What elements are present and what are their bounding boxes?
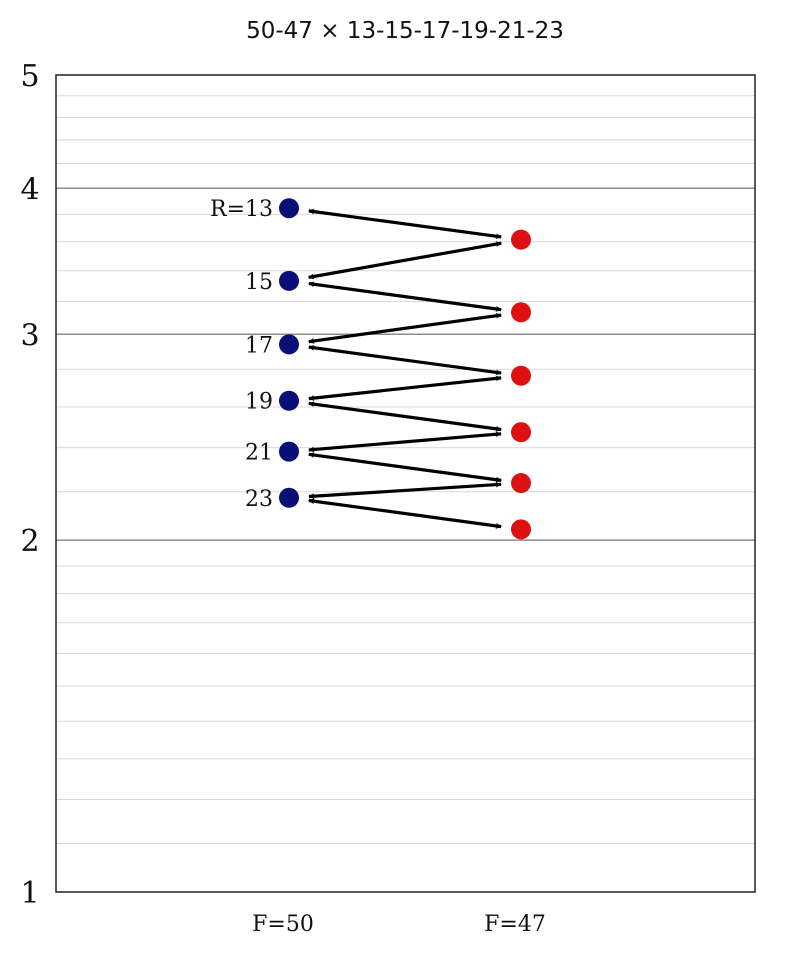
shift-arrow [308,344,502,376]
x-tick-label: F=47 [484,912,546,937]
shift-arrow [308,241,502,280]
cog-label: 21 [245,441,273,466]
chainring-47-point [511,519,531,540]
chainring-50-point [279,334,299,355]
cog-label: 19 [245,390,273,415]
shift-arrow [308,431,502,453]
cog-label: 17 [245,333,273,358]
shift-arrow [308,481,502,500]
shift-arrow [308,208,502,240]
y-axis-ticks: 1 2 3 4 5 [20,59,39,911]
chainring-47-point [511,302,531,323]
shift-arrow [308,401,502,432]
chainring-47-point [511,365,531,386]
shift-arrow [308,498,502,529]
x-tick-label: F=50 [252,912,314,937]
chart-title: 50-47 × 13-15-17-19-21-23 [246,18,564,44]
x-axis-ticks: F=50 F=47 [252,912,546,937]
shift-arrow [308,281,502,312]
chainring-47-point [511,473,531,494]
shift-arrow [308,375,502,402]
data-points [279,198,531,540]
shift-arrow [308,312,502,344]
chainring-50-point [279,390,299,411]
cog-label: R=13 [210,197,273,222]
shift-arrow [308,452,502,483]
y-tick-label: 4 [20,172,39,207]
grid-lines [56,95,755,845]
y-tick-label: 5 [20,59,39,94]
y-tick-label: 3 [20,318,39,353]
shift-arrows [308,208,502,529]
y-tick-label: 1 [20,876,39,911]
plot-frame [55,74,756,893]
chainring-47-point [511,422,531,443]
y-tick-label: 2 [20,524,39,559]
cog-label: 15 [245,270,273,295]
chainring-50-point [279,198,299,219]
chainring-47-point [511,229,531,250]
chainring-50-point [279,487,299,508]
cog-label: 23 [245,487,273,512]
chainring-50-point [279,270,299,291]
point-labels: R=13 15 17 19 21 23 [210,197,273,512]
chainring-50-point [279,441,299,462]
